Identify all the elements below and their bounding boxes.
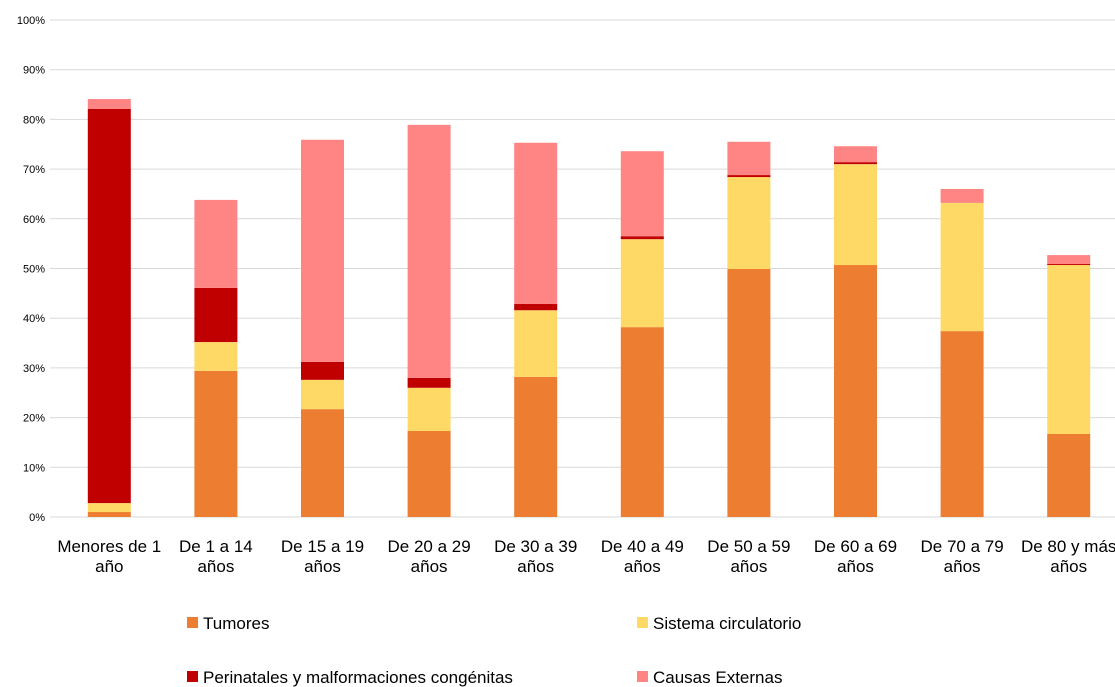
y-tick-label: 70% [23,164,45,176]
bar-segment [620,236,664,240]
y-tick-label: 50% [23,264,45,276]
legend-label: Tumores [203,614,269,633]
bar-segment [514,142,558,304]
bar-segment [940,188,984,203]
bar-segment [727,141,771,176]
x-tick-label: De 40 a 49 años [600,537,684,576]
legend-swatch [187,617,198,628]
x-tick-label: Menores de 1 año [57,537,162,576]
x-tick-label: De 80 y más años [1020,537,1115,576]
bar-segment [194,287,238,343]
legend-label: Perinatales y malformaciones congénitas [203,668,513,687]
y-tick-label: 10% [23,462,45,474]
x-tick-label: De 50 a 59 años [707,537,791,576]
bar-segment [1047,264,1091,266]
bar-segment [194,199,238,288]
y-tick-label: 40% [23,313,45,325]
bar-segment [834,146,877,163]
bar-segment [87,108,131,504]
bar-segment [834,164,877,266]
bar-segment [407,377,451,388]
legend-swatch [637,671,648,682]
y-tick-label: 80% [23,114,45,126]
bar-segment [620,239,664,328]
bar-segment [194,342,238,371]
x-tick-label: De 70 a 79 años [920,537,1004,576]
y-tick-label: 100% [17,15,45,27]
bar-segment [620,327,664,517]
bar-segment [620,151,664,237]
bar-segment [1047,265,1091,435]
y-tick-label: 20% [23,413,45,425]
y-tick-label: 90% [23,65,45,77]
legend-swatch [637,617,648,628]
bar-segment [514,310,558,377]
bar-segment [727,175,771,178]
bar-segment [301,361,344,380]
x-tick-label: De 15 a 19 años [280,537,365,576]
bar-segment [1047,255,1091,265]
bar-segment [940,202,984,332]
x-tick-label: De 60 a 69 años [813,537,898,576]
y-tick-label: 0% [29,512,45,524]
bar-segment [87,512,131,517]
bar-segment [87,99,131,109]
bar-segment [301,409,344,517]
bar-segment [301,139,344,362]
bar-segment [514,303,558,311]
x-tick-label: De 20 a 29 años [387,537,471,576]
bar-segment [87,503,131,513]
y-tick-label: 60% [23,214,45,226]
bar-segment [407,387,451,432]
bar-segment [1047,434,1091,517]
bar-segment [514,376,558,517]
legend-label: Sistema circulatorio [653,614,801,633]
bar-segment [940,331,984,517]
x-tick-label: De 30 a 39 años [494,537,578,576]
bar-segment [407,124,451,378]
x-tick-label: De 1 a 14 años [179,537,253,576]
bar-segment [727,177,771,269]
bar-segment [727,268,771,517]
legend-label: Causas Externas [653,668,782,687]
bar-segment [301,379,344,410]
legend-swatch [187,671,198,682]
bar-segment [407,431,451,517]
bar-segment [834,265,877,517]
bar-segment [834,162,877,165]
y-tick-label: 30% [23,363,45,375]
bar-segment [194,370,238,517]
